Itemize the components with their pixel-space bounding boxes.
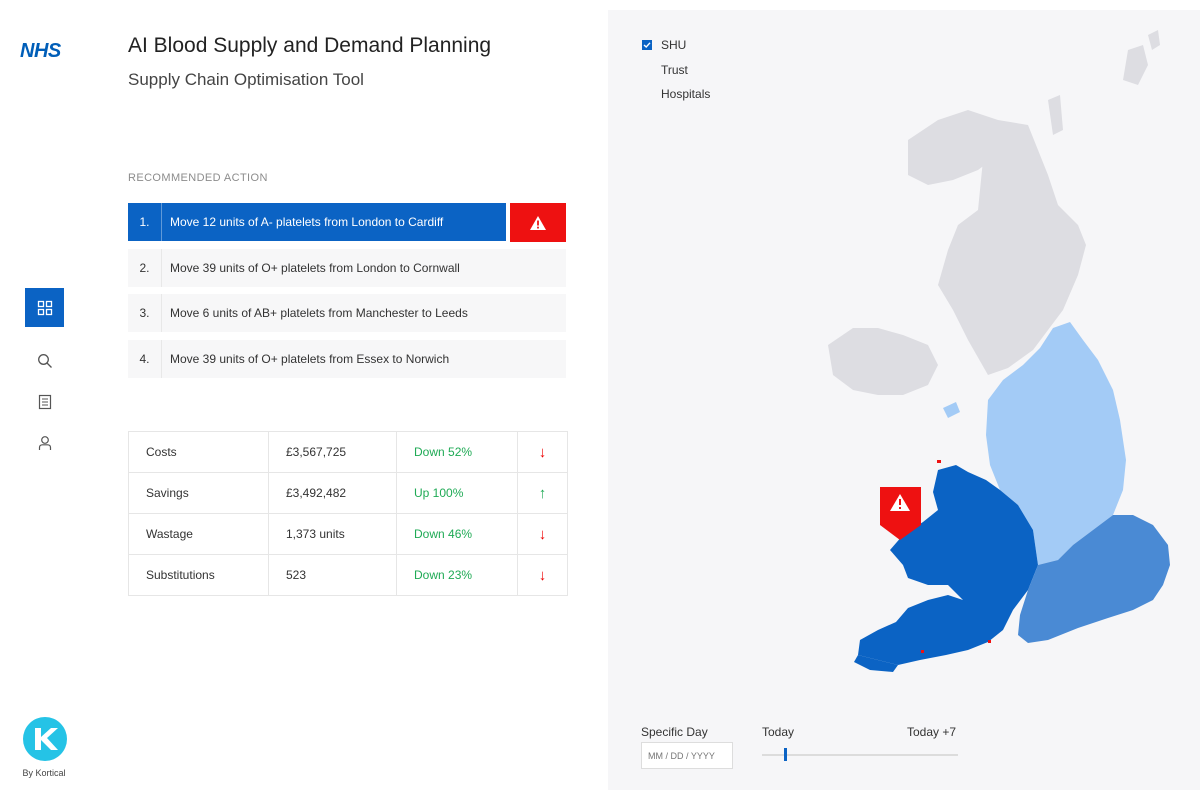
arrow-down-icon: ↓ [517,513,568,555]
action-item[interactable]: 1. Move 12 units of A- platelets from Lo… [128,203,506,241]
arrow-up-icon: ↑ [517,472,568,514]
table-row: Costs £3,567,725 Down 52% ↓ [128,431,568,473]
user-icon [38,435,51,450]
action-number: 3. [128,294,162,332]
metric-value: £3,492,482 [268,472,397,514]
legend-label: Hospitals [661,87,711,101]
legend-item-shu[interactable]: SHU [642,38,686,52]
nhs-logo: NHS [20,40,61,62]
metric-change: Down 52% [396,431,518,473]
region-south-east[interactable] [1018,515,1170,643]
alert-button[interactable] [510,203,566,242]
recommended-action-label: RECOMMENDED ACTION [128,172,268,184]
table-row: Wastage 1,373 units Down 46% ↓ [128,513,568,555]
action-number: 2. [128,249,162,287]
grid-icon [37,300,52,315]
nav-reports[interactable] [25,382,64,421]
nav-search[interactable] [25,341,64,380]
date-input[interactable] [641,742,733,769]
uk-map[interactable] [608,10,1200,710]
footer-caption: By Kortical [22,768,66,778]
action-text: Move 39 units of O+ platelets from Essex… [170,352,450,366]
region-north-england[interactable] [986,322,1126,565]
metric-change: Down 46% [396,513,518,555]
metric-name: Wastage [128,513,269,555]
day-slider-track[interactable] [762,754,958,756]
document-icon [38,394,51,409]
slider-start-label: Today [762,725,795,739]
day-slider-handle[interactable] [784,748,787,761]
region-wales-west[interactable] [858,465,1038,665]
metric-name: Costs [128,431,269,473]
metric-value: 523 [268,554,397,596]
action-text: Move 12 units of A- platelets from Londo… [170,215,444,229]
action-number: 1. [128,203,162,241]
action-item[interactable]: 4. Move 39 units of O+ platelets from Es… [128,340,566,378]
slider-end-label: Today +7 [907,725,957,739]
table-row: Substitutions 523 Down 23% ↓ [128,554,568,596]
legend-label: Trust [661,63,688,77]
nav-profile[interactable] [25,423,64,462]
checkbox-checked-icon[interactable] [642,40,652,50]
metric-value: 1,373 units [268,513,397,555]
region-northern-ireland[interactable] [828,328,938,395]
metric-change: Up 100% [396,472,518,514]
legend-item-hospitals[interactable]: Hospitals [661,87,710,101]
sidebar: NHS By Kortical [0,0,88,800]
alert-dot [988,640,991,643]
action-text: Move 6 units of AB+ platelets from Manch… [170,306,468,320]
kortical-icon [23,717,67,761]
page-title: AI Blood Supply and Demand Planning [128,34,492,57]
search-icon [37,353,52,368]
region-scotland[interactable] [938,135,1086,375]
legend-item-trust[interactable]: Trust [661,63,688,77]
kortical-logo [20,715,70,768]
table-row: Savings £3,492,482 Up 100% ↑ [128,472,568,514]
map-alert-marker[interactable] [880,487,921,540]
warning-icon [530,215,546,230]
page-subtitle: Supply Chain Optimisation Tool [128,70,364,89]
arrow-down-icon: ↓ [517,554,568,596]
metric-value: £3,567,725 [268,431,397,473]
metric-change: Down 23% [396,554,518,596]
specific-day-label: Specific Day [641,725,708,739]
action-text: Move 39 units of O+ platelets from Londo… [170,261,460,275]
metric-name: Substitutions [128,554,269,596]
metric-name: Savings [128,472,269,514]
nav-dashboard[interactable] [25,288,64,327]
legend-label: SHU [661,38,687,52]
action-number: 4. [128,340,162,378]
alert-dot [921,650,924,653]
region-cornwall[interactable] [854,655,898,672]
islands[interactable] [1048,30,1160,135]
action-item[interactable]: 2. Move 39 units of O+ platelets from Lo… [128,249,566,287]
region-highlands[interactable] [908,110,1038,185]
metrics-table: Costs £3,567,725 Down 52% ↓ Savings £3,4… [128,431,568,596]
alert-dot [937,460,941,463]
arrow-down-icon: ↓ [517,431,568,473]
isle-of-man[interactable] [943,402,960,418]
action-item[interactable]: 3. Move 6 units of AB+ platelets from Ma… [128,294,566,332]
